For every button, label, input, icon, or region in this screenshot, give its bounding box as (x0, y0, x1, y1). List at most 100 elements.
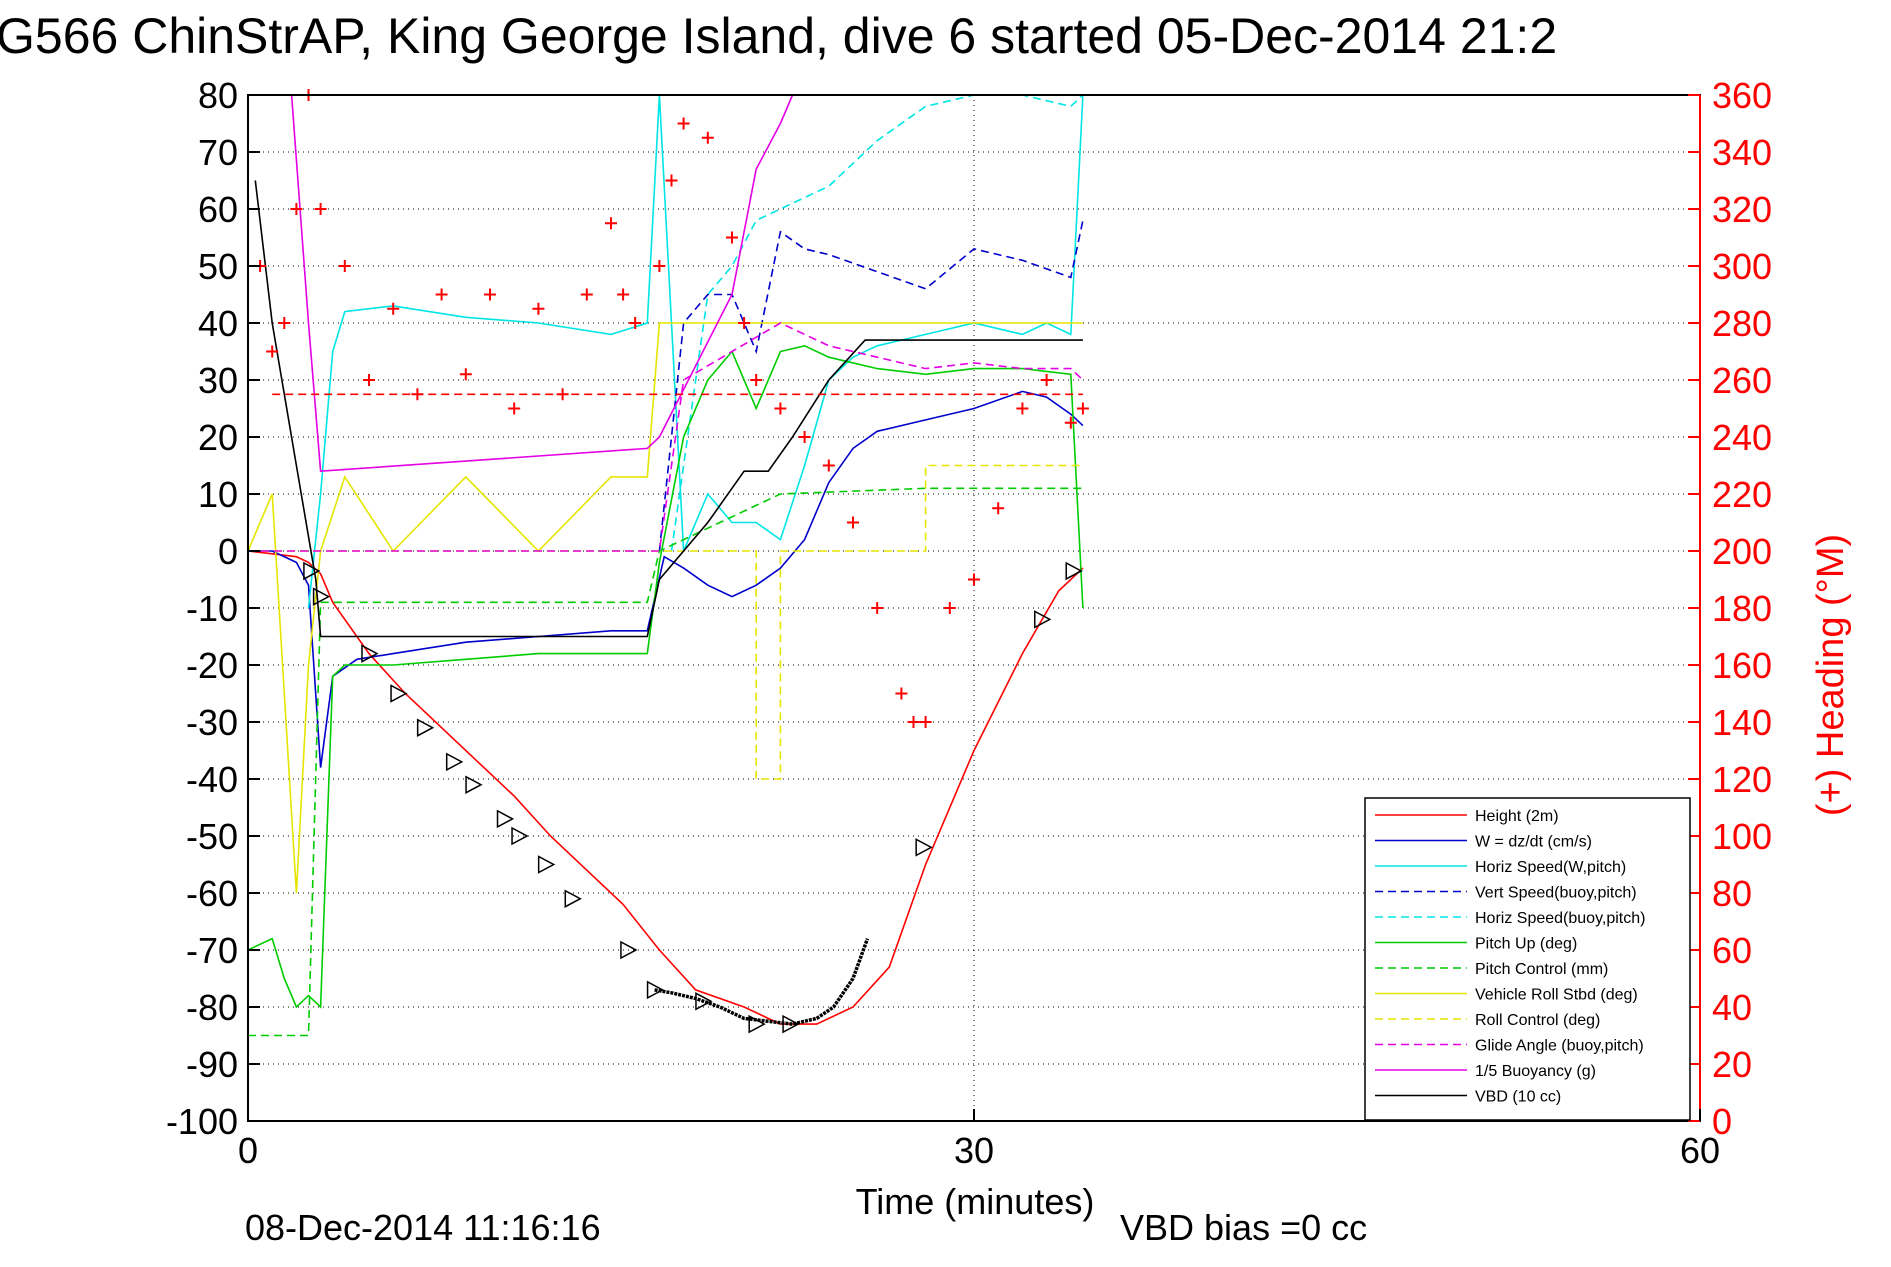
heading-point (1076, 402, 1089, 415)
series-line (248, 390, 1084, 768)
right-tick-label: 360 (1712, 75, 1772, 116)
legend-label: VBD (10 cc) (1475, 1089, 1561, 1106)
y-tick-label: 80 (198, 75, 238, 116)
series-line (248, 464, 1083, 780)
y-tick-label: -100 (166, 1101, 238, 1142)
y-tick-label: -90 (186, 1044, 238, 1085)
right-tick-label: 40 (1712, 987, 1752, 1028)
heading-point (617, 288, 630, 301)
heading-point (992, 502, 1005, 515)
right-tick-label: 320 (1712, 189, 1772, 230)
heading-point (629, 317, 642, 329)
series-line (254, 180, 1083, 638)
right-tick-label: 340 (1712, 132, 1772, 173)
heading-point (665, 174, 678, 187)
heading-point (871, 602, 884, 614)
series-line (247, 550, 1084, 1025)
heading-point (738, 317, 751, 329)
dense-height-samples (654, 938, 870, 1026)
heading-point (822, 459, 835, 472)
y-tick-label: -40 (186, 759, 238, 800)
y-tick-label: 20 (198, 417, 238, 458)
dive-marker (646, 980, 665, 1000)
y-tick-label: -70 (186, 930, 238, 971)
dive-marker (465, 775, 483, 794)
heading-point (907, 716, 920, 728)
x-tick-label: 60 (1680, 1130, 1720, 1171)
right-axis-label: (+) Heading (°M) (1810, 534, 1852, 816)
right-tick-label: 100 (1712, 816, 1772, 857)
legend-label: W = dz/dt (cm/s) (1475, 834, 1592, 851)
dive-marker (748, 1014, 766, 1034)
heading-point (895, 687, 908, 700)
right-tick-label: 280 (1712, 303, 1772, 344)
y-tick-label: -50 (186, 816, 238, 857)
right-tick-label: 200 (1712, 531, 1772, 572)
heading-point (363, 374, 375, 386)
y-tick-label: 70 (198, 132, 238, 173)
y-tick-label: -80 (186, 987, 238, 1028)
legend: Height (2m) W = dz/dt (cm/s) Horiz Speed(W… (1364, 797, 1691, 1121)
heading-point (847, 516, 859, 529)
right-tick-label: 300 (1712, 246, 1772, 287)
right-tick-label: 80 (1712, 873, 1752, 914)
right-tick-label: 180 (1712, 588, 1772, 629)
dive-marker (537, 855, 556, 874)
y-tick-label: 40 (198, 303, 238, 344)
heading-point (919, 716, 932, 728)
dive-marker (511, 826, 529, 846)
heading-point (798, 431, 811, 443)
y-tick-label: 10 (198, 474, 238, 515)
dive-marker (915, 838, 933, 857)
heading-point (943, 602, 956, 614)
heading-point (1064, 416, 1077, 429)
legend-label: Pitch Up (deg) (1475, 936, 1577, 953)
y-tick-label: 0 (218, 531, 238, 572)
heading-point (314, 203, 327, 215)
footer-date: 08-Dec-2014 11:16:16 (245, 1207, 601, 1248)
heading-point (484, 288, 496, 301)
heading-point (290, 203, 303, 215)
dive-marker (312, 587, 331, 606)
heading-point (532, 302, 545, 315)
legend-label: Horiz Speed(W,pitch) (1475, 859, 1626, 876)
heading-point (338, 260, 351, 272)
heading-point (701, 131, 714, 144)
marker-group (303, 561, 1083, 1034)
right-tick-label: 160 (1712, 645, 1772, 686)
dive-marker (390, 684, 408, 703)
dive-marker (361, 644, 379, 663)
series-line (247, 344, 1084, 1009)
heading-point (278, 317, 291, 329)
heading-point (435, 288, 448, 301)
right-tick-label: 240 (1712, 417, 1772, 458)
heading-point (459, 368, 472, 381)
dive-marker (782, 1014, 800, 1034)
series-line (307, 94, 1084, 609)
heading-point (605, 217, 617, 230)
legend-label: Vert Speed(buoy,pitch) (1475, 885, 1637, 902)
series-line (670, 94, 1084, 552)
right-tick-label: 60 (1712, 930, 1752, 971)
series-line (248, 487, 1083, 1037)
heading-point (653, 260, 666, 272)
series-line (247, 322, 1083, 894)
heading-point (1016, 402, 1029, 415)
heading-point (750, 374, 763, 386)
chart-title: G566 ChinStrAP, King George Island, dive… (0, 8, 1557, 64)
y-tick-label: -20 (186, 645, 238, 686)
series-line (290, 94, 1083, 473)
dive-marker (416, 718, 435, 737)
dive-marker (496, 809, 515, 829)
heading-point (677, 117, 690, 130)
legend-label: Horiz Speed(buoy,pitch) (1475, 910, 1645, 927)
heading-point (774, 402, 787, 415)
y-tick-label: 50 (198, 246, 238, 287)
legend-label: Glide Angle (buoy,pitch) (1475, 1038, 1644, 1055)
legend-label: Pitch Control (mm) (1475, 961, 1608, 978)
right-tick-label: 120 (1712, 759, 1772, 800)
heading-point (266, 345, 279, 358)
heading-point (508, 402, 521, 415)
